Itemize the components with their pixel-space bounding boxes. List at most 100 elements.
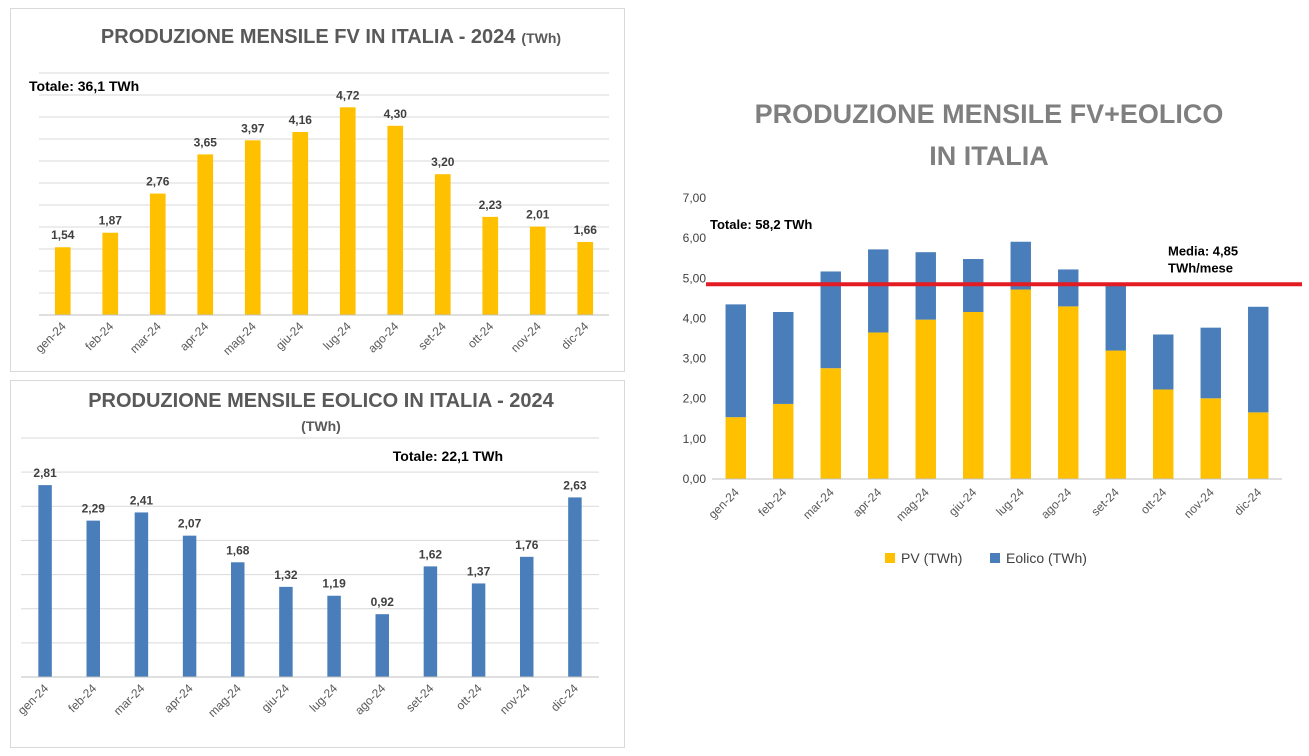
y-tick-label: 2,00 <box>683 392 707 406</box>
bar-mar-24 <box>149 193 166 315</box>
bar-lug-24 <box>1010 289 1031 479</box>
bar-ago-24 <box>1058 306 1079 479</box>
bar-gen-24 <box>725 304 746 418</box>
data-label: 2,76 <box>146 175 170 189</box>
x-tick-label: giu-24 <box>946 485 980 519</box>
bar-set-24 <box>434 174 451 315</box>
bar-ott-24 <box>1153 389 1174 479</box>
pv-chart: PRODUZIONE MENSILE FV IN ITALIA - 2024 (T… <box>29 26 609 358</box>
bar-nov-24 <box>1200 327 1221 399</box>
data-label: 3,97 <box>241 121 265 135</box>
bar-mar-24 <box>820 271 841 369</box>
x-tick-label: mag-24 <box>205 681 244 720</box>
data-label: 2,41 <box>130 493 154 507</box>
legend-swatch <box>885 553 895 563</box>
x-tick-label: apr-24 <box>177 319 212 354</box>
x-tick-label: ott-24 <box>465 319 497 351</box>
x-tick-label: ott-24 <box>1138 485 1170 517</box>
x-tick-label: set-24 <box>403 681 437 715</box>
bar-lug-24 <box>1010 241 1031 290</box>
x-tick-label: gen-24 <box>15 681 52 718</box>
data-label: 0,92 <box>371 595 395 609</box>
total-annotation: Totale: 22,1 TWh <box>393 448 503 464</box>
chart-unit: (TWh) <box>301 418 341 434</box>
bar-nov-24 <box>520 556 534 677</box>
bar-dic-24 <box>1248 412 1269 479</box>
y-tick-label: 7,00 <box>683 191 707 205</box>
x-tick-label: mag-24 <box>220 319 259 358</box>
total-annotation: Totale: 58,2 TWh <box>710 217 812 232</box>
data-label: 1,32 <box>274 568 298 582</box>
x-tick-label: apr-24 <box>850 485 885 520</box>
data-label: 2,07 <box>178 517 202 531</box>
x-tick-label: mar-24 <box>800 485 837 522</box>
x-tick-label: nov-24 <box>497 681 533 717</box>
data-label: 4,30 <box>384 107 408 121</box>
bar-ago-24 <box>375 614 389 677</box>
x-tick-label: feb-24 <box>65 681 99 715</box>
x-tick-label: lug-24 <box>993 485 1027 519</box>
data-label: 1,37 <box>467 564 491 578</box>
chart-title-line: PRODUZIONE MENSILE FV+EOLICO <box>755 99 1224 129</box>
bar-giu-24 <box>279 586 293 677</box>
y-tick-label: 1,00 <box>683 432 707 446</box>
bar-set-24 <box>1105 285 1126 351</box>
x-tick-label: giu-24 <box>259 681 293 715</box>
x-tick-label: feb-24 <box>82 319 116 353</box>
data-label: 1,76 <box>515 538 539 552</box>
x-tick-label: set-24 <box>415 319 449 353</box>
bar-apr-24 <box>182 535 197 677</box>
average-label: TWh/mese <box>1168 260 1233 275</box>
bar-feb-24 <box>773 403 794 479</box>
bar-mar-24 <box>134 512 149 677</box>
bar-gen-24 <box>54 247 71 315</box>
bar-gen-24 <box>725 417 746 479</box>
x-tick-label: mar-24 <box>111 681 148 718</box>
combined-chart: PRODUZIONE MENSILE FV+EOLICO IN ITALIA 0,0… <box>683 99 1302 566</box>
bar-feb-24 <box>773 312 794 404</box>
chart-title-line: IN ITALIA <box>929 141 1048 171</box>
bar-apr-24 <box>868 249 889 333</box>
x-tick-label: lug-24 <box>320 319 354 353</box>
legend-label: PV (TWh) <box>901 550 962 566</box>
bar-ott-24 <box>1153 334 1174 390</box>
data-label: 4,72 <box>336 88 360 102</box>
data-label: 1,66 <box>574 223 598 237</box>
data-label: 3,65 <box>194 135 218 149</box>
y-tick-label: 3,00 <box>683 352 707 366</box>
total-annotation: Totale: 36,1 TWh <box>29 78 139 94</box>
chart-title: PRODUZIONE MENSILE EOLICO IN ITALIA - 20… <box>88 390 554 412</box>
bar-giu-24 <box>292 131 309 315</box>
data-label: 1,19 <box>322 577 346 591</box>
y-tick-label: 0,00 <box>683 472 707 486</box>
x-tick-label: dic-24 <box>558 319 591 352</box>
data-label: 1,87 <box>99 214 123 228</box>
y-tick-label: 5,00 <box>683 271 707 285</box>
x-tick-label: dic-24 <box>548 681 581 714</box>
x-tick-label: apr-24 <box>161 681 196 716</box>
x-tick-label: ago-24 <box>352 681 389 718</box>
x-tick-label: nov-24 <box>508 319 544 355</box>
y-tick-label: 4,00 <box>683 311 707 325</box>
bar-giu-24 <box>963 312 984 479</box>
x-tick-label: ott-24 <box>453 681 485 713</box>
bar-mag-24 <box>244 140 261 315</box>
bar-apr-24 <box>197 154 214 315</box>
x-tick-label: mag-24 <box>893 485 932 524</box>
x-tick-label: dic-24 <box>1231 485 1264 518</box>
x-tick-label: mar-24 <box>127 319 164 356</box>
bar-gen-24 <box>38 485 52 677</box>
bar-lug-24 <box>327 595 341 677</box>
wind-chart-panel: PRODUZIONE MENSILE EOLICO IN ITALIA - 20… <box>10 380 625 748</box>
bar-ott-24 <box>471 583 486 677</box>
data-label: 2,63 <box>563 478 587 492</box>
y-tick-label: 6,00 <box>683 231 707 245</box>
bar-dic-24 <box>577 241 594 315</box>
bar-nov-24 <box>529 226 546 315</box>
bar-ago-24 <box>387 125 404 315</box>
data-label: 2,01 <box>526 208 550 222</box>
bar-mag-24 <box>915 319 936 479</box>
x-tick-label: gen-24 <box>33 319 70 356</box>
bar-nov-24 <box>1200 398 1221 479</box>
bar-ago-24 <box>1058 269 1079 307</box>
